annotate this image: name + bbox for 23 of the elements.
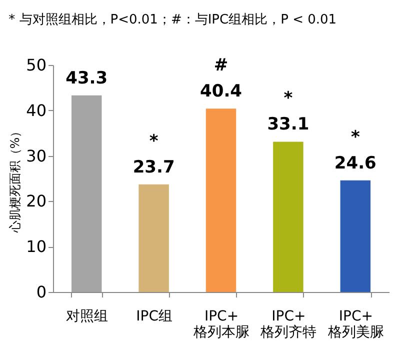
y-tick-label: 0: [36, 282, 46, 302]
text: * 与对照组相比，P<0.01；#：与IPC组相比，P < 0.01: [8, 12, 337, 28]
y-axis-title: 心肌梗死面积（%）: [8, 125, 22, 234]
data-label: * 24.6: [334, 127, 376, 174]
y-tick-label: 30: [26, 146, 46, 166]
bar: [206, 108, 236, 292]
y-tick-label: 10: [26, 237, 46, 256]
bar: [340, 180, 371, 292]
y-tick-label: 40: [26, 100, 46, 120]
y-tick-label: 20: [26, 192, 46, 211]
x-tick-label: 对照组: [66, 308, 108, 324]
bar: [138, 184, 169, 292]
x-tick-label: IPC组: [136, 308, 172, 324]
data-label: * 23.7: [132, 131, 175, 178]
y-tick-label: 50: [26, 56, 46, 74]
data-label: # 40.4: [200, 56, 242, 102]
x-tick-label: IPC+ 格列本脲: [192, 308, 250, 340]
x-tick-label: IPC+ 格列齐特: [260, 308, 317, 340]
x-tick-label: IPC+ 格列美脲: [326, 308, 384, 340]
data-label: * 33.1: [267, 88, 310, 135]
data-label: 43.3: [66, 68, 108, 88]
bar: [273, 142, 304, 292]
bar: [71, 95, 102, 292]
